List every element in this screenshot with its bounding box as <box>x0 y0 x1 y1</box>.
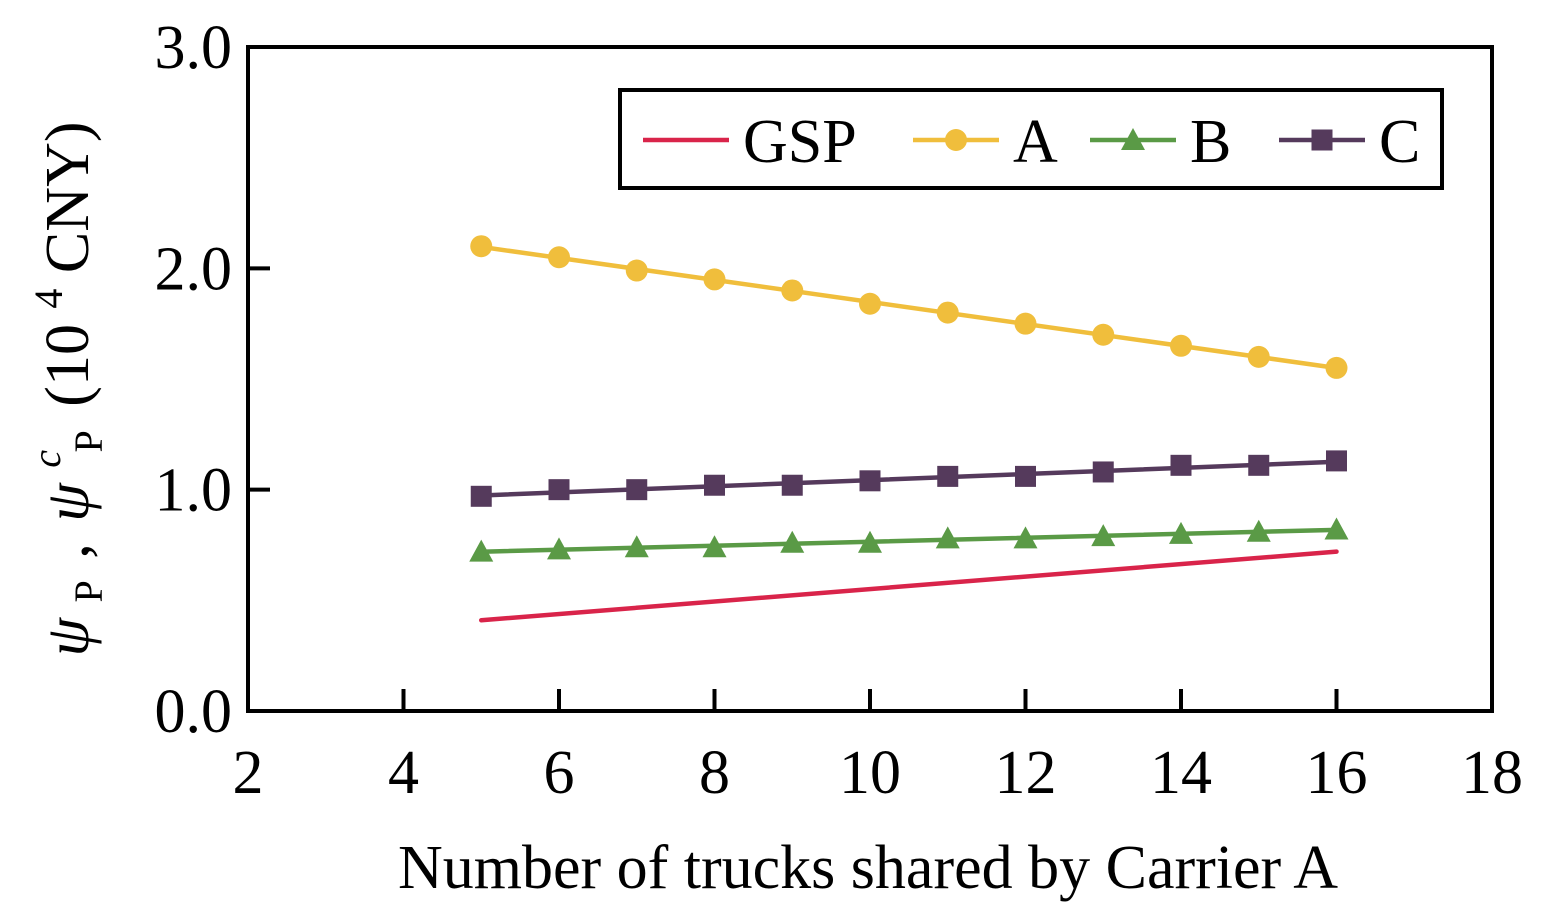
series-a-point <box>625 259 648 282</box>
legend-label-a: A <box>1013 108 1058 176</box>
series-c-point <box>1326 450 1347 472</box>
series-c-point <box>859 470 881 492</box>
series-c-point <box>1248 454 1270 476</box>
y-tick-label: 1.0 <box>155 457 233 525</box>
y-axis-unit-suffix: CNY) <box>34 121 102 273</box>
series-a-point <box>548 246 570 269</box>
series-c-point <box>470 485 492 507</box>
series-b-point <box>780 530 805 553</box>
y-tick-label: 0.0 <box>155 678 233 746</box>
series-b-point <box>1169 521 1193 544</box>
series-b-point <box>935 526 960 549</box>
series-a-point <box>859 292 881 315</box>
series-b-point <box>858 530 882 553</box>
series-c-point <box>781 474 803 496</box>
series-b-point <box>624 535 649 558</box>
y-axis-separator: , <box>34 543 102 559</box>
series-c-point <box>626 479 648 501</box>
series-a-point <box>1170 334 1192 357</box>
x-axis-ticks: 2 4 6 8 10 12 14 16 18 <box>233 689 1523 807</box>
legend-label-b: B <box>1190 108 1231 176</box>
x-tick-label: 18 <box>1461 739 1523 807</box>
series-b <box>469 517 1349 562</box>
x-tick-label: 4 <box>388 739 419 807</box>
series-c-point <box>1170 454 1192 476</box>
legend-item-b: B <box>1090 108 1231 176</box>
series-a-point <box>703 268 726 291</box>
x-tick-label: 10 <box>839 739 901 807</box>
x-tick-label: 2 <box>233 739 264 807</box>
series-b-point <box>702 535 727 558</box>
series-b-point <box>1013 526 1038 549</box>
x-tick-label: 12 <box>995 739 1057 807</box>
series-c-point <box>937 465 959 487</box>
series-c-line <box>479 459 1339 498</box>
x-tick-label: 14 <box>1150 739 1212 807</box>
x-tick-label: 16 <box>1306 739 1368 807</box>
series-c-point <box>548 479 570 501</box>
x-tick-label: 6 <box>544 739 575 807</box>
x-tick-label: 8 <box>699 739 730 807</box>
legend-label-c: C <box>1379 108 1420 176</box>
y-axis-subscript-2: P <box>66 430 111 452</box>
series-b-point <box>547 537 571 560</box>
y-axis-subscript-1: P <box>66 580 111 602</box>
legend-marker-a <box>945 129 967 151</box>
y-axis-unit-prefix: (10 <box>34 324 102 407</box>
series-gsp <box>479 549 1339 623</box>
series-b-line <box>479 527 1339 554</box>
series-a-point <box>470 235 493 258</box>
series-b-point <box>469 539 494 562</box>
series-a-point <box>1092 323 1115 346</box>
series-b-point <box>1246 519 1271 542</box>
y-axis-symbol-1: ψ <box>34 617 102 657</box>
series-a-point <box>1014 312 1037 335</box>
y-axis-title: ψ P , ψ c P (10 4 CNY) <box>6 121 116 656</box>
legend-marker-b <box>1121 128 1145 150</box>
series-c-point <box>1015 465 1036 487</box>
legend-item-gsp: GSP <box>643 108 857 176</box>
y-axis-superscript-2: c <box>24 450 69 468</box>
series-c <box>470 450 1347 507</box>
y-tick-label: 2.0 <box>155 235 233 303</box>
legend: GSP A B C <box>618 88 1444 190</box>
legend-item-c: C <box>1279 108 1420 176</box>
series-c-point <box>704 474 725 496</box>
legend-item-a: A <box>913 108 1058 176</box>
series-a <box>470 235 1348 379</box>
y-axis-unit-superscript: 4 <box>26 289 71 309</box>
series-a-point <box>936 301 959 324</box>
series-a-point <box>1247 345 1270 368</box>
x-axis-title: Number of trucks shared by Carrier A <box>398 834 1338 902</box>
y-axis-ticks: 0.0 1.0 2.0 3.0 <box>155 14 270 746</box>
series-gsp-line <box>479 549 1339 623</box>
series-a-line <box>479 244 1339 371</box>
series-c-point <box>1092 461 1114 483</box>
y-axis-symbol-2: ψ <box>34 482 102 522</box>
legend-marker-c <box>1311 129 1333 151</box>
series-b-point <box>1324 517 1349 540</box>
series-a-point <box>781 279 804 302</box>
y-tick-label: 3.0 <box>155 14 233 82</box>
series-a-point <box>1325 356 1348 379</box>
legend-label-gsp: GSP <box>743 108 857 176</box>
series-layer <box>469 235 1349 623</box>
series-b-point <box>1091 524 1116 547</box>
